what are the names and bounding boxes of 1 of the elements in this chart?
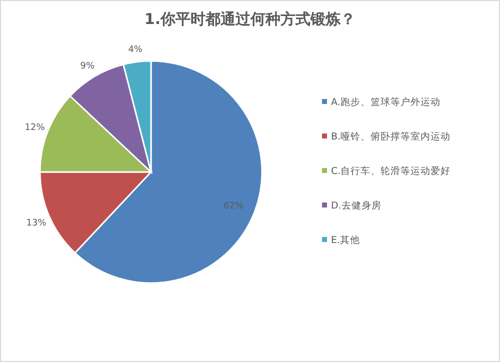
title: 1.你平时都通过何种方式锻炼？	[144, 10, 356, 28]
